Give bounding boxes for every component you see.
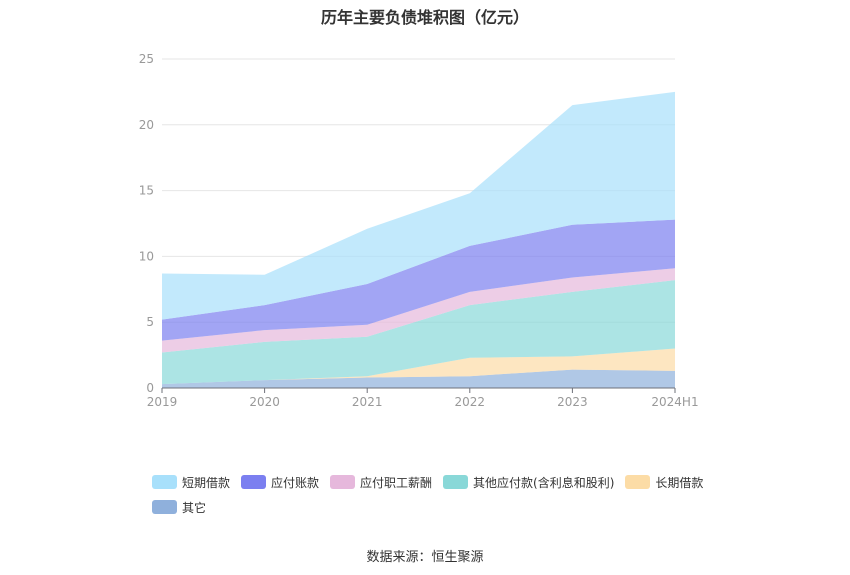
- legend-label: 应付账款: [271, 475, 320, 490]
- area-应付账款: [162, 219, 675, 341]
- area-长期借款: [162, 348, 675, 385]
- chart-title: 历年主要负债堆积图（亿元）: [320, 8, 529, 27]
- legend-row-2: 其它: [152, 497, 752, 517]
- legend-swatch: [152, 475, 177, 489]
- legend-swatch: [241, 475, 267, 489]
- legend-swatch: [443, 475, 469, 489]
- x-tick-label: 2023: [557, 395, 588, 409]
- area-短期借款: [162, 91, 675, 320]
- legend-label: 其它: [182, 500, 207, 515]
- area-series: [162, 91, 675, 388]
- legend-label: 其他应付款(含利息和股利): [473, 475, 615, 490]
- legend-swatch: [625, 475, 651, 489]
- legend-swatch: [330, 475, 356, 489]
- axes: 0 5 10 15 20 25 2019 2020 2021 2022 2023 2024H1: [139, 52, 699, 409]
- y-tick-label: 20: [139, 118, 154, 132]
- legend-swatch: [152, 500, 177, 514]
- x-tick-label: 2024H1: [651, 395, 698, 409]
- legend-item-payroll-payable[interactable]: 应付职工薪酬: [330, 474, 432, 491]
- legend-label: 短期借款: [182, 475, 231, 490]
- area-其它: [162, 369, 675, 388]
- y-tick-label: 25: [139, 52, 154, 66]
- y-tick-label: 10: [139, 249, 154, 263]
- area-其他应付款(含利息和股利): [162, 280, 675, 385]
- x-tick-label: 2019: [147, 395, 178, 409]
- legend-label: 应付职工薪酬: [360, 475, 433, 490]
- legend-row-1: 短期借款 应付账款 应付职工薪酬 其他应付款(含利息和股利) 长期借款: [152, 472, 752, 492]
- x-tick-label: 2020: [249, 395, 280, 409]
- data-source-note: 数据来源：恒生聚源: [366, 550, 484, 565]
- y-tick-label: 15: [139, 184, 154, 198]
- y-tick-label: 5: [146, 315, 154, 329]
- legend-item-other[interactable]: 其它: [152, 499, 206, 516]
- x-tick-label: 2022: [455, 395, 486, 409]
- area-应付职工薪酬: [162, 268, 675, 353]
- legend-item-accounts-payable[interactable]: 应付账款: [241, 474, 319, 491]
- legend-label: 长期借款: [655, 475, 704, 490]
- legend: 短期借款 应付账款 应付职工薪酬 其他应付款(含利息和股利) 长期借款 其它: [152, 472, 752, 522]
- legend-item-short-term-loans[interactable]: 短期借款: [152, 474, 230, 491]
- legend-item-other-payables[interactable]: 其他应付款(含利息和股利): [443, 474, 614, 491]
- x-tick-label: 2021: [352, 395, 383, 409]
- legend-item-long-term-loans[interactable]: 长期借款: [625, 474, 703, 491]
- y-tick-label: 0: [146, 381, 154, 395]
